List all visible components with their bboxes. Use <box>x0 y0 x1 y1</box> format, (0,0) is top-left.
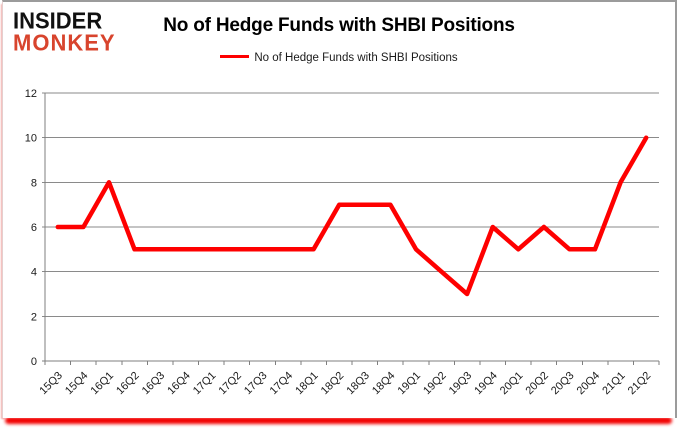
x-axis-tick-label: 21Q1 <box>600 370 628 398</box>
x-axis-tick-label: 16Q1 <box>89 370 117 398</box>
x-axis-tick-label: 18Q4 <box>370 370 398 398</box>
legend-label: No of Hedge Funds with SHBI Positions <box>254 52 458 64</box>
x-axis-tick-label: 21Q2 <box>626 370 654 398</box>
x-axis-tick-label: 19Q3 <box>447 370 475 398</box>
x-axis-tick-label: 17Q1 <box>191 370 219 398</box>
x-axis-tick-label: 17Q4 <box>268 370 296 398</box>
x-axis-tick-label: 19Q4 <box>472 370 500 398</box>
y-axis-tick-label: 8 <box>31 177 37 189</box>
x-axis-tick-label: 18Q2 <box>319 370 347 398</box>
x-axis-tick-label: 20Q3 <box>549 370 577 398</box>
logo-text-insider: INSIDER <box>13 7 103 34</box>
insider-monkey-logo: INSIDER MONKEY <box>13 7 116 56</box>
x-axis-tick-label: 17Q3 <box>242 370 270 398</box>
x-axis-tick-label: 19Q2 <box>421 370 449 398</box>
x-axis-tick-label: 16Q4 <box>165 370 193 398</box>
legend: No of Hedge Funds with SHBI Positions <box>3 52 675 64</box>
hedge-funds-data-line <box>55 135 649 297</box>
y-axis-tick-label: 0 <box>31 356 37 368</box>
x-axis-tick-label: 19Q1 <box>396 370 424 398</box>
y-axis-tick-label: 4 <box>31 267 37 279</box>
chart-title: No of Hedge Funds with SHBI Positions <box>163 15 515 36</box>
logo-text-monkey: MONKEY <box>13 29 116 56</box>
y-axis-tick-label: 10 <box>25 133 37 145</box>
line-chart-plot: 02468101215Q315Q416Q116Q216Q316Q417Q117Q… <box>25 88 660 398</box>
x-axis-tick-label: 17Q2 <box>216 370 244 398</box>
x-axis-tick-label: 18Q3 <box>344 370 372 398</box>
chart-frame: INSIDER MONKEY No of Hedge Funds with SH… <box>2 0 677 418</box>
x-axis-tick-label: 16Q3 <box>140 370 168 398</box>
x-axis-tick-label: 20Q1 <box>498 370 526 398</box>
y-axis-tick-label: 2 <box>31 311 37 323</box>
y-axis-tick-label: 6 <box>31 222 37 234</box>
x-axis-tick-label: 15Q4 <box>63 370 91 398</box>
x-axis-tick-label: 18Q1 <box>293 370 321 398</box>
x-axis-tick-label: 20Q2 <box>523 370 551 398</box>
bottom-glow-decoration <box>5 417 672 424</box>
x-axis-tick-label: 16Q2 <box>114 370 142 398</box>
y-axis-tick-label: 12 <box>25 88 37 100</box>
legend-line-swatch <box>220 55 250 58</box>
x-axis-tick-label: 15Q3 <box>37 370 65 398</box>
x-axis-tick-label: 20Q4 <box>575 370 603 398</box>
